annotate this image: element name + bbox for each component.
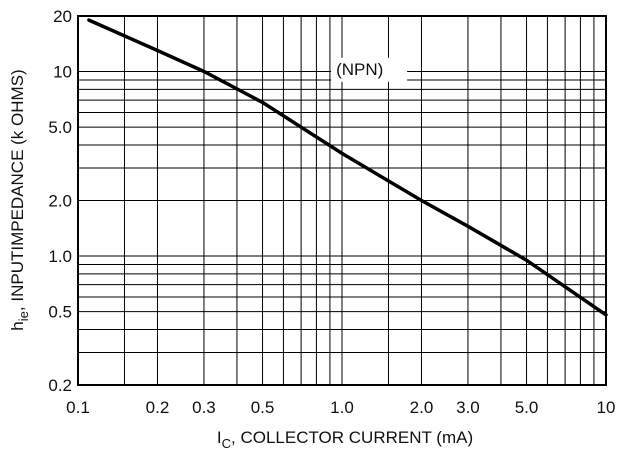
y-tick-label: 1.0 xyxy=(48,247,72,266)
x-tick-label: 10 xyxy=(597,398,616,417)
x-tick-label: 2.0 xyxy=(410,398,434,417)
x-tick-label: 0.1 xyxy=(66,398,90,417)
y-tick-label: 5.0 xyxy=(48,118,72,137)
plot-frame xyxy=(77,15,607,386)
x-tick-label: 0.5 xyxy=(251,398,275,417)
y-tick-label: 2.0 xyxy=(48,192,72,211)
y-tick-label: 10 xyxy=(53,63,72,82)
series-line xyxy=(87,18,608,317)
annotation-background xyxy=(331,57,408,82)
x-tick-label: 1.0 xyxy=(330,398,354,417)
x-tick-label: 0.2 xyxy=(146,398,170,417)
y-axis-label-main: h xyxy=(8,321,27,330)
x-axis-label-sub: C xyxy=(222,436,231,450)
y-axis-label-rest: , INPUTIMPEDANCE (k OHMS) xyxy=(8,69,27,311)
x-tick-label: 5.0 xyxy=(515,398,539,417)
x-axis-label-main: I xyxy=(217,428,222,447)
x-tick-label: 0.3 xyxy=(192,398,216,417)
y-tick-label: 0.2 xyxy=(48,376,72,395)
x-tick-label: 3.0 xyxy=(456,398,480,417)
y-tick-labels: 0.2 0.5 1.0 2.0 5.0 10 20 xyxy=(48,7,72,395)
y-axis-label-sub: ie xyxy=(16,311,31,321)
x-axis-label: IC, COLLECTOR CURRENT (mA) xyxy=(217,428,473,450)
npn-annotation: (NPN) xyxy=(336,60,383,79)
y-tick-label: 20 xyxy=(53,7,72,26)
y-tick-label: 0.5 xyxy=(48,303,72,322)
x-axis-label-rest: , COLLECTOR CURRENT (mA) xyxy=(231,428,473,447)
x-tick-labels: 0.1 0.2 0.3 0.5 1.0 2.0 3.0 5.0 10 xyxy=(66,398,615,417)
y-axis-label: hie, INPUTIMPEDANCE (k OHMS) xyxy=(8,69,31,330)
